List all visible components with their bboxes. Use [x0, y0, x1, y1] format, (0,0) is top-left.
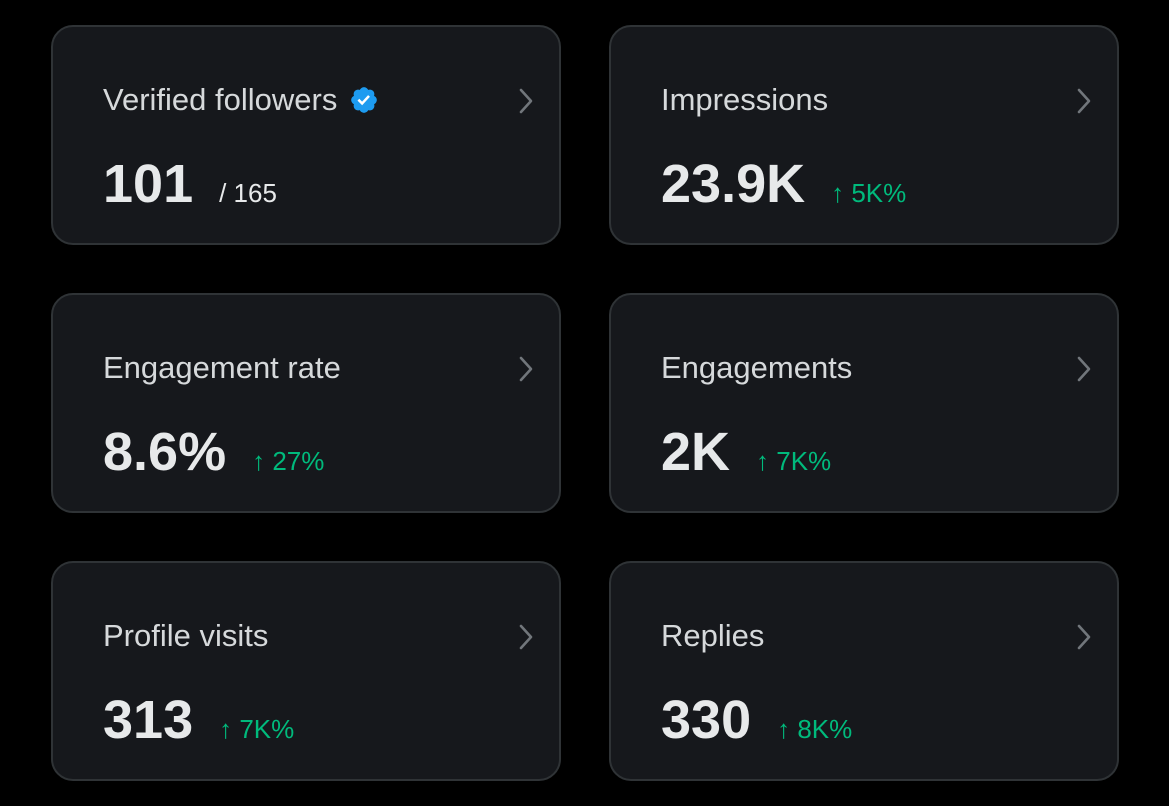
card-value: 2K — [661, 422, 731, 482]
card-value: 313 — [103, 690, 194, 750]
card-title: Profile visits — [103, 618, 268, 654]
card-title: Verified followers — [103, 82, 379, 118]
engagements-card[interactable]: Engagements 2K ↑ 7K% — [609, 293, 1119, 513]
card-delta: ↑ 8K% — [777, 714, 853, 744]
verified-followers-card[interactable]: Verified followers 101 / 165 — [51, 25, 561, 245]
card-delta: ↑ 7K% — [219, 714, 295, 744]
card-title: Engagement rate — [103, 350, 341, 386]
chevron-right-icon — [519, 88, 533, 114]
card-value-row: 101 / 165 — [103, 155, 277, 213]
card-delta: ↑ 5K% — [831, 178, 907, 208]
card-title: Engagements — [661, 350, 852, 386]
analytics-cards-grid: Verified followers 101 / 165 Impressions… — [51, 25, 1119, 781]
card-title: Impressions — [661, 82, 828, 118]
card-delta: ↑ 27% — [252, 446, 325, 476]
card-value: 8.6% — [103, 422, 227, 482]
card-title-text: Engagements — [661, 350, 853, 385]
card-title-text: Replies — [661, 618, 765, 653]
chevron-right-icon — [1077, 624, 1091, 650]
verified-badge-icon — [351, 87, 378, 113]
card-title-text: Verified followers — [103, 82, 338, 117]
card-title-text: Engagement rate — [103, 350, 341, 385]
card-value-row: 2K ↑ 7K% — [661, 423, 831, 481]
card-value-row: 330 ↑ 8K% — [661, 691, 852, 749]
impressions-card[interactable]: Impressions 23.9K ↑ 5K% — [609, 25, 1119, 245]
chevron-right-icon — [1077, 88, 1091, 114]
chevron-right-icon — [1077, 356, 1091, 382]
card-title-text: Impressions — [661, 82, 829, 117]
card-value: 23.9K — [661, 154, 806, 214]
card-value-row: 8.6% ↑ 27% — [103, 423, 324, 481]
card-title-text: Profile visits — [103, 618, 269, 653]
card-title: Replies — [661, 618, 764, 654]
profile-visits-card[interactable]: Profile visits 313 ↑ 7K% — [51, 561, 561, 781]
card-value-total: / 165 — [219, 178, 277, 208]
replies-card[interactable]: Replies 330 ↑ 8K% — [609, 561, 1119, 781]
card-value-row: 23.9K ↑ 5K% — [661, 155, 906, 213]
card-value: 101 — [103, 154, 194, 214]
chevron-right-icon — [519, 624, 533, 650]
card-delta: ↑ 7K% — [756, 446, 832, 476]
card-value-row: 313 ↑ 7K% — [103, 691, 294, 749]
engagement-rate-card[interactable]: Engagement rate 8.6% ↑ 27% — [51, 293, 561, 513]
card-value: 330 — [661, 690, 752, 750]
chevron-right-icon — [519, 356, 533, 382]
